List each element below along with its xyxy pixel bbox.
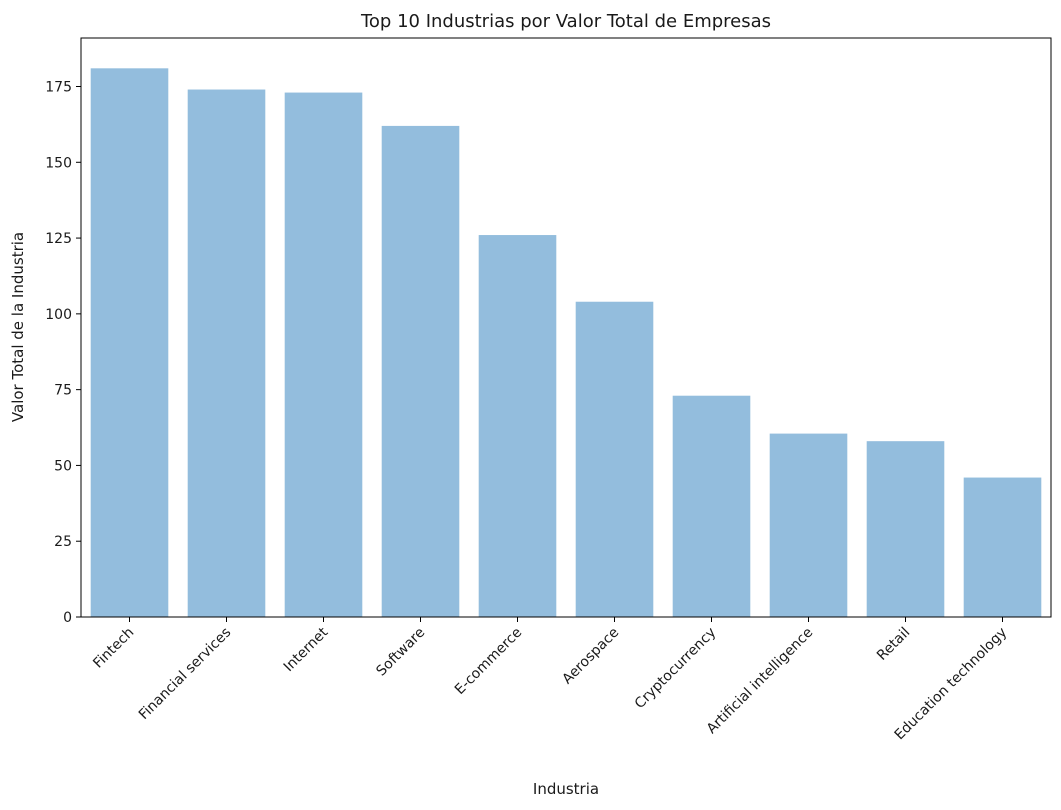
bar-education-technology xyxy=(963,477,1042,617)
y-tick-label: 25 xyxy=(54,534,72,550)
bar-cryptocurrency xyxy=(672,395,751,617)
x-tick-label: Aerospace xyxy=(559,625,622,688)
bar-software xyxy=(381,125,460,617)
x-tick-label: Fintech xyxy=(90,625,137,672)
plot-frame xyxy=(80,37,1052,618)
y-axis-title: Valor Total de la Industria xyxy=(9,232,27,422)
bars-layer xyxy=(90,68,1042,618)
y-tick-label: 75 xyxy=(54,383,72,399)
y-tick-label: 0 xyxy=(63,610,72,626)
bar-aerospace xyxy=(575,301,654,617)
x-tick-label: Artificial intelligence xyxy=(704,625,817,738)
x-tick-label: Retail xyxy=(874,625,913,664)
x-tick-label: E-commerce xyxy=(452,625,525,698)
x-tick-label: Financial services xyxy=(136,625,234,723)
y-axis-ticks: 0 25 50 75 100 125 150 175 xyxy=(45,80,81,626)
x-axis-title: Industria xyxy=(533,780,599,798)
bar-fintech xyxy=(90,68,169,617)
chart-title: Top 10 Industrias por Valor Total de Emp… xyxy=(360,11,771,32)
x-tick-label: Education technology xyxy=(892,625,1011,744)
bar-e-commerce xyxy=(478,235,557,618)
x-tick-label: Cryptocurrency xyxy=(632,625,720,713)
x-tick-label: Software xyxy=(373,625,428,680)
bar-financial-services xyxy=(187,89,266,617)
y-tick-label: 125 xyxy=(45,231,72,247)
y-tick-label: 175 xyxy=(45,80,72,96)
y-tick-label: 100 xyxy=(45,307,72,323)
x-tick-label: Internet xyxy=(281,624,332,675)
bar-internet xyxy=(284,92,363,618)
bar-artificial-intelligence xyxy=(769,433,848,617)
y-tick-label: 50 xyxy=(54,458,72,474)
bar-retail xyxy=(866,441,945,617)
y-tick-label: 150 xyxy=(45,155,72,171)
